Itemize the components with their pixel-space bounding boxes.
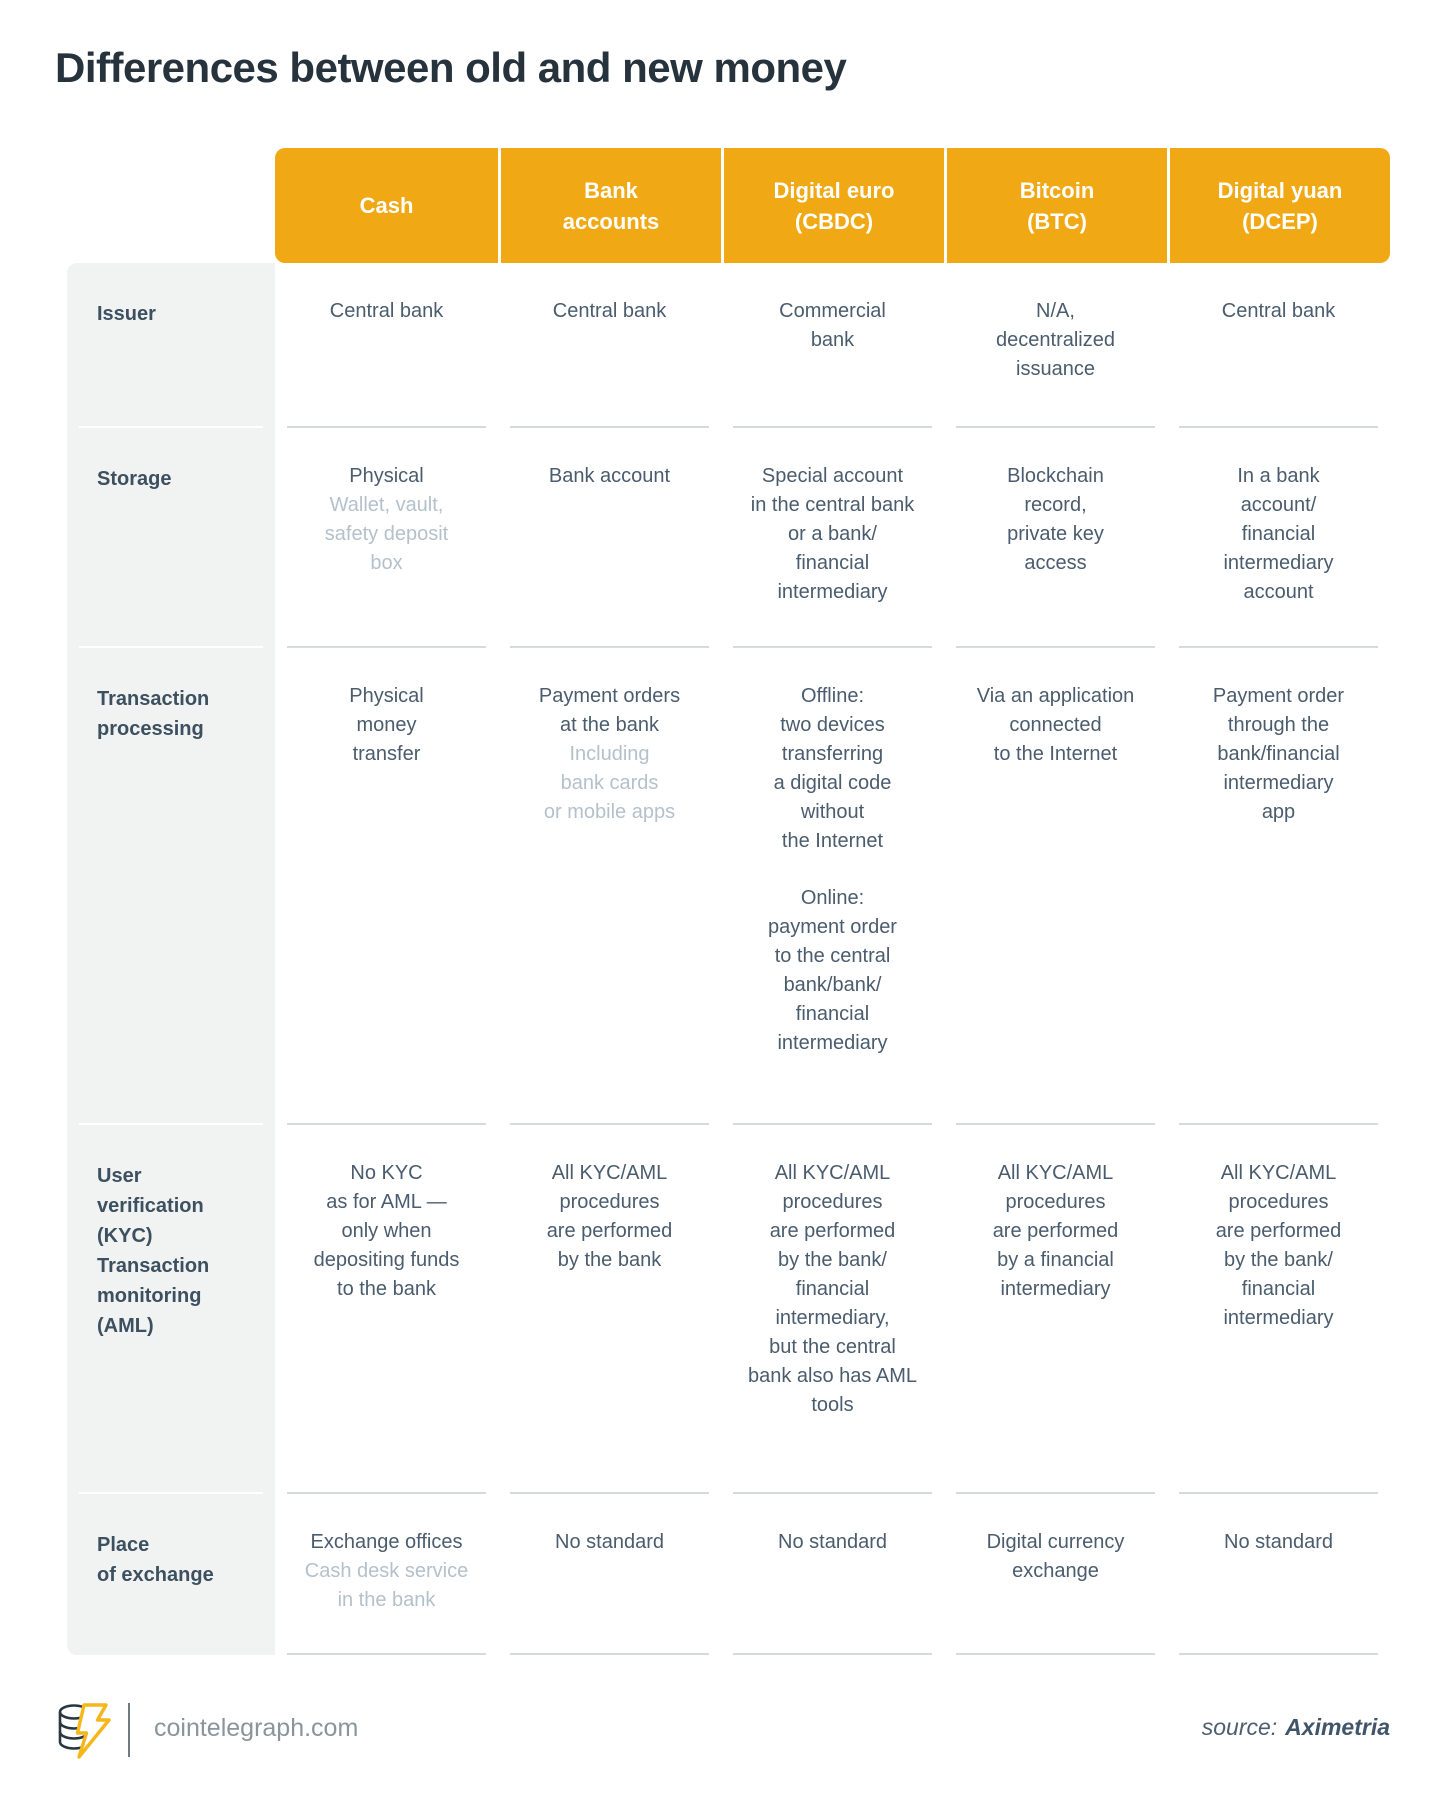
cell-storage-bitcoin: Blockchain record, private key access bbox=[944, 428, 1167, 648]
row-label-issuer: Issuer bbox=[67, 263, 275, 428]
cell-text: Via an application connected to the Inte… bbox=[976, 685, 1135, 765]
column-header-cash: Cash bbox=[359, 193, 414, 218]
cell-text: Central bank bbox=[552, 300, 667, 322]
cell-text: No standard bbox=[778, 1531, 887, 1553]
row-label-storage: Storage bbox=[67, 428, 275, 648]
footer-source: source: Aximetria bbox=[1202, 1714, 1390, 1741]
cell-text: Payment order through the bank/financial… bbox=[1212, 685, 1345, 823]
cell-text: Central bank bbox=[329, 300, 444, 322]
column-header-digital-euro: Digital euro (CBDC) bbox=[721, 148, 944, 263]
table-body: Issuer Central bank Central bank Commerc… bbox=[67, 263, 1390, 1655]
cell-text: Digital currency exchange bbox=[986, 1531, 1125, 1582]
cell-issuer-digital-euro: Commercial bank bbox=[721, 263, 944, 428]
cell-kyc-bitcoin: All KYC/AML procedures are performed by … bbox=[944, 1125, 1167, 1494]
cell-storage-digital-yuan: In a bank account/ financial intermediar… bbox=[1167, 428, 1390, 648]
cell-text: Special account in the central bank or a… bbox=[750, 465, 915, 603]
row-label-kyc-aml: User verification (KYC) Transaction moni… bbox=[67, 1125, 275, 1494]
cell-storage-cash: Physical Wallet, vault, safety deposit b… bbox=[275, 428, 498, 648]
column-header-bitcoin: Bitcoin (BTC) bbox=[944, 148, 1167, 263]
cell-text: Commercial bank bbox=[779, 300, 886, 351]
cell-storage-digital-euro: Special account in the central bank or a… bbox=[721, 428, 944, 648]
cell-subtext: Wallet, vault, safety deposit box bbox=[324, 494, 449, 574]
cell-text: All KYC/AML procedures are performed by … bbox=[748, 1162, 917, 1416]
cell-transaction-digital-yuan: Payment order through the bank/financial… bbox=[1167, 648, 1390, 1125]
column-header-digital-yuan: Digital yuan (DCEP) bbox=[1167, 148, 1390, 263]
cell-kyc-bank-accounts: All KYC/AML procedures are performed by … bbox=[498, 1125, 721, 1494]
cell-text: Bank account bbox=[548, 465, 671, 487]
cell-issuer-bank-accounts: Central bank bbox=[498, 263, 721, 428]
cell-transaction-digital-euro: Offline: two devices transferring a digi… bbox=[721, 648, 944, 1125]
cell-text: Physical money transfer bbox=[349, 685, 424, 765]
cell-place-cash: Exchange offices Cash desk service in th… bbox=[275, 1494, 498, 1655]
cell-text: Central bank bbox=[1221, 300, 1336, 322]
cell-issuer-cash: Central bank bbox=[275, 263, 498, 428]
cell-place-digital-euro: No standard bbox=[721, 1494, 944, 1655]
cell-text: No KYC as for AML — only when depositing… bbox=[313, 1162, 460, 1300]
cell-storage-bank-accounts: Bank account bbox=[498, 428, 721, 648]
cell-text: Exchange offices bbox=[310, 1531, 463, 1553]
row-label-place-of-exchange: Place of exchange bbox=[97, 1534, 214, 1586]
cell-text: Offline: two devices transferring a digi… bbox=[773, 685, 892, 852]
cell-kyc-digital-euro: All KYC/AML procedures are performed by … bbox=[721, 1125, 944, 1494]
cell-text: No standard bbox=[555, 1531, 664, 1553]
cell-text: All KYC/AML procedures are performed by … bbox=[992, 1162, 1119, 1300]
row-label-column-background bbox=[67, 263, 275, 1655]
cell-transaction-cash: Physical money transfer bbox=[275, 648, 498, 1125]
cell-text: Physical bbox=[349, 465, 424, 487]
cointelegraph-logo-icon bbox=[58, 1703, 111, 1759]
row-label-transaction-processing: Transaction processing bbox=[67, 648, 275, 1125]
cell-text: Blockchain record, private key access bbox=[1007, 465, 1104, 574]
cell-text: N/A, decentralized issuance bbox=[996, 300, 1115, 380]
cell-text: Payment orders at the bank bbox=[538, 685, 681, 736]
page-title: Differences between old and new money bbox=[55, 44, 847, 91]
cell-place-bank-accounts: No standard bbox=[498, 1494, 721, 1655]
footer-divider bbox=[128, 1703, 130, 1757]
cell-text: In a bank account/ financial intermediar… bbox=[1223, 465, 1334, 603]
cell-place-digital-yuan: No standard bbox=[1167, 1494, 1390, 1655]
cell-transaction-bank-accounts: Payment orders at the bank Including ban… bbox=[498, 648, 721, 1125]
cell-issuer-bitcoin: N/A, decentralized issuance bbox=[944, 263, 1167, 428]
cell-subtext: Including bank cards or mobile apps bbox=[543, 743, 676, 823]
cell-text-online: Online: payment order to the central ban… bbox=[768, 887, 897, 1054]
footer-site-text: cointelegraph.com bbox=[154, 1714, 359, 1742]
table-header-row: Cash Bank accounts Digital euro (CBDC) B… bbox=[275, 148, 1390, 263]
cell-subtext: Cash desk service in the bank bbox=[304, 1560, 469, 1611]
cell-text: All KYC/AML procedures are performed by … bbox=[1215, 1162, 1342, 1329]
cell-text: All KYC/AML procedures are performed by … bbox=[546, 1162, 673, 1271]
cell-place-bitcoin: Digital currency exchange bbox=[944, 1494, 1167, 1655]
cell-kyc-digital-yuan: All KYC/AML procedures are performed by … bbox=[1167, 1125, 1390, 1494]
cell-transaction-bitcoin: Via an application connected to the Inte… bbox=[944, 648, 1167, 1125]
column-header-bank-accounts: Bank accounts bbox=[498, 148, 721, 263]
source-name: Aximetria bbox=[1285, 1714, 1390, 1740]
source-label: source: bbox=[1201, 1714, 1278, 1740]
cell-text: No standard bbox=[1224, 1531, 1333, 1553]
cell-issuer-digital-yuan: Central bank bbox=[1167, 263, 1390, 428]
cell-kyc-cash: No KYC as for AML — only when depositing… bbox=[275, 1125, 498, 1494]
